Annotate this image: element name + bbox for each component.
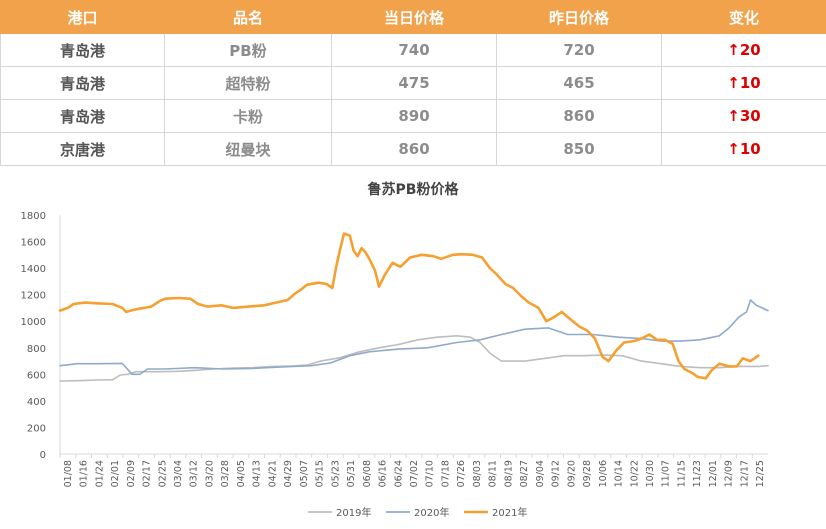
cell-product: 卡粉: [164, 99, 332, 133]
x-tick-label: 12/09: [724, 460, 735, 487]
x-tick-label: 08/03: [472, 460, 483, 487]
x-tick-label: 01/16: [79, 460, 90, 487]
x-tick-label: 01/24: [94, 460, 105, 487]
cell-change: ↑20: [661, 33, 826, 67]
y-tick-label: 1000: [21, 317, 46, 328]
legend-label: 2020年: [414, 506, 449, 519]
legend-label: 2019年: [336, 506, 371, 519]
x-tick-label: 05/31: [346, 460, 357, 487]
cell-yesterday-price: 465: [496, 66, 662, 100]
x-tick-label: 03/12: [189, 460, 200, 487]
cell-port: 青岛港: [0, 66, 165, 100]
y-tick-label: 1200: [21, 291, 46, 302]
x-tick-label: 02/09: [126, 460, 137, 487]
cell-change: ↑10: [661, 132, 826, 166]
cell-today-price: 475: [331, 66, 497, 100]
x-tick-label: 09/20: [566, 460, 577, 487]
table-row: 青岛港 超特粉 475 465 ↑10: [0, 66, 826, 100]
x-tick-label: 04/13: [252, 460, 263, 487]
x-tick-label: 10/30: [645, 460, 656, 487]
y-axis: 0 200 400 600 800 1000 1200 1400 1600 1800: [21, 211, 61, 461]
price-line-chart: 鲁苏PB粉价格 0 200 400 600 800 1000 1200 1400 1600 180…: [21, 181, 769, 519]
y-tick-label: 200: [27, 423, 46, 434]
cell-product: 超特粉: [164, 66, 332, 100]
y-tick-label: 1600: [21, 238, 46, 249]
x-tick-label: 07/18: [440, 460, 451, 487]
x-tick-label: 12/17: [739, 460, 750, 487]
price-table: 港口 品名 当日价格 昨日价格 变化 青岛港 PB粉 740 720 ↑20 青…: [0, 0, 826, 166]
cell-port: 京唐港: [0, 132, 165, 166]
x-tick-label: 10/22: [629, 460, 640, 487]
x-tick-label: 07/10: [425, 460, 436, 487]
x-tick-label: 02/17: [142, 460, 153, 487]
series-line-2021年: [58, 232, 760, 380]
header-today-price: 当日价格: [331, 0, 497, 34]
cell-today-price: 860: [331, 132, 497, 166]
x-tick-label: 08/11: [488, 460, 499, 487]
x-tick-label: 03/04: [173, 460, 184, 487]
x-tick-label: 10/14: [614, 460, 625, 487]
series-layer: [58, 232, 769, 382]
x-tick-label: 08/19: [503, 460, 514, 487]
table-row: 青岛港 卡粉 890 860 ↑30: [0, 99, 826, 133]
cell-port: 青岛港: [0, 99, 165, 133]
x-tick-label: 04/05: [236, 460, 247, 487]
series-line-2020年: [59, 299, 769, 376]
x-tick-label: 09/04: [535, 460, 546, 487]
cell-product: PB粉: [164, 33, 332, 67]
table-row: 京唐港 纽曼块 860 850 ↑10: [0, 132, 826, 166]
header-change: 变化: [661, 0, 826, 34]
series-line-2019年: [59, 335, 769, 382]
x-tick-label: 10/06: [598, 460, 609, 487]
table-header-row: 港口 品名 当日价格 昨日价格 变化: [0, 0, 826, 34]
x-tick-label: 05/15: [315, 460, 326, 487]
x-tick-label: 07/02: [409, 460, 420, 487]
x-tick-label: 12/25: [755, 460, 766, 487]
y-tick-label: 0: [40, 450, 46, 461]
y-tick-label: 600: [27, 370, 46, 381]
x-tick-label: 07/26: [456, 460, 467, 487]
x-tick-label: 05/07: [299, 460, 310, 487]
x-tick-label: 06/24: [393, 460, 404, 487]
cell-today-price: 740: [331, 33, 497, 67]
x-tick-label: 08/27: [519, 460, 530, 487]
legend: 2019年 2020年 2021年: [308, 506, 527, 519]
x-tick-label: 05/23: [330, 460, 341, 487]
y-tick-label: 800: [27, 344, 46, 355]
header-yesterday-price: 昨日价格: [496, 0, 662, 34]
y-tick-label: 400: [27, 397, 46, 408]
x-tick-label: 03/28: [220, 460, 231, 487]
cell-port: 青岛港: [0, 33, 165, 67]
x-tick-label: 02/25: [157, 460, 168, 487]
x-tick-label: 12/01: [708, 460, 719, 487]
x-tick-label: 11/15: [676, 460, 687, 487]
x-tick-label: 06/08: [362, 460, 373, 487]
x-tick-label: 02/01: [110, 460, 121, 487]
x-tick-label: 11/07: [661, 460, 672, 487]
x-tick-label: 09/28: [582, 460, 593, 487]
cell-today-price: 890: [331, 99, 497, 133]
x-tick-label: 04/21: [267, 460, 278, 487]
cell-yesterday-price: 720: [496, 33, 662, 67]
x-tick-label: 01/08: [63, 460, 74, 487]
cell-change: ↑10: [661, 66, 826, 100]
x-tick-label: 03/20: [204, 460, 215, 487]
legend-label: 2021年: [492, 506, 527, 519]
header-product: 品名: [164, 0, 332, 34]
cell-yesterday-price: 860: [496, 99, 662, 133]
x-tick-label: 11/23: [692, 460, 703, 487]
cell-yesterday-price: 850: [496, 132, 662, 166]
y-tick-label: 1800: [21, 211, 46, 222]
x-tick-label: 09/12: [551, 460, 562, 487]
cell-change: ↑30: [661, 99, 826, 133]
y-tick-label: 1400: [21, 264, 46, 275]
x-axis: 01/08 01/16 01/24 02/01 02/09 02/17 02/25 03/04…: [59, 453, 768, 487]
cell-product: 纽曼块: [164, 132, 332, 166]
x-tick-label: 04/29: [283, 460, 294, 487]
x-tick-label: 06/16: [378, 460, 389, 487]
chart-title: 鲁苏PB粉价格: [367, 181, 460, 198]
header-port: 港口: [0, 0, 165, 34]
table-row: 青岛港 PB粉 740 720 ↑20: [0, 33, 826, 67]
